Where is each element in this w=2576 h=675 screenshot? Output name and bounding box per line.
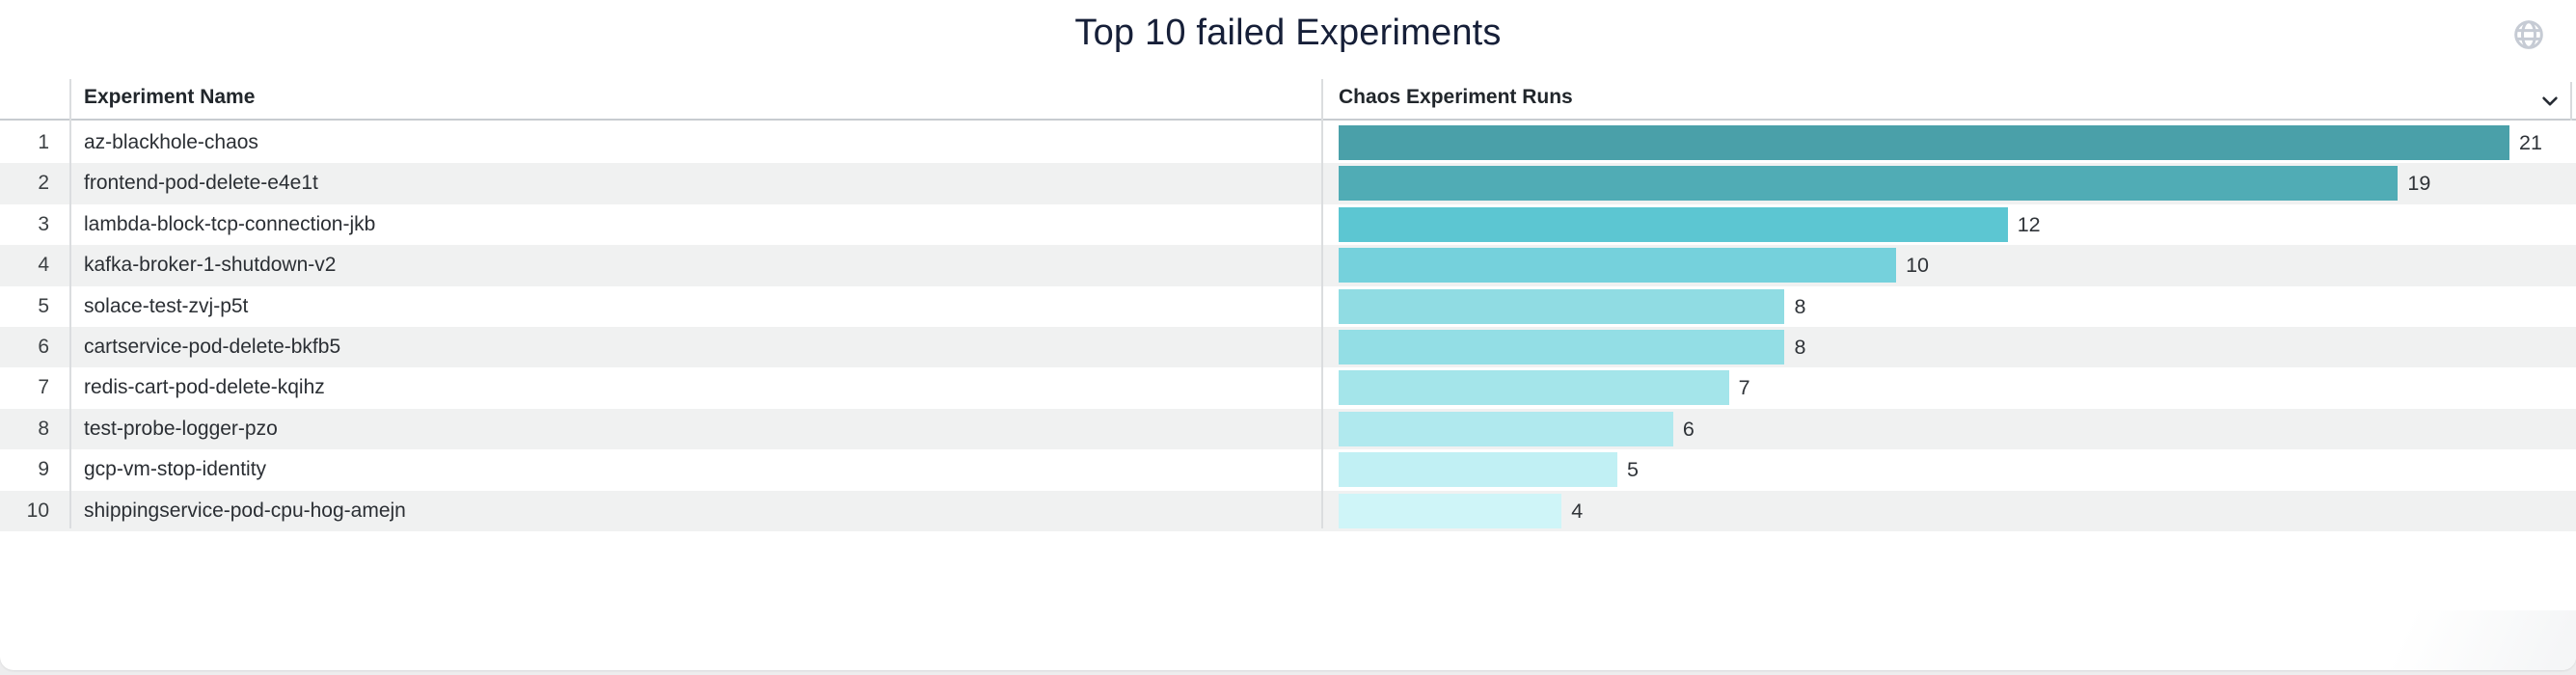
table-row[interactable]: 4 kafka-broker-1-shutdown-v2 10: [0, 245, 2576, 286]
runs-bar-cell[interactable]: 19: [1339, 163, 2576, 203]
chevron-down-icon[interactable]: [2539, 91, 2561, 112]
row-rank: 1: [38, 131, 49, 153]
runs-bar[interactable]: [1339, 493, 1562, 528]
column-divider-index: [69, 79, 71, 528]
experiment-name: cartservice-pod-delete-bkfb5: [84, 335, 341, 358]
runs-value: 4: [1571, 499, 1584, 523]
runs-bar[interactable]: [1339, 206, 2008, 242]
runs-bar-cell[interactable]: 8: [1339, 327, 2576, 367]
runs-value: 19: [2407, 172, 2431, 196]
runs-value: 21: [2519, 131, 2542, 154]
runs-bar[interactable]: [1339, 166, 2399, 202]
table-row[interactable]: 1 az-blackhole-chaos 21: [0, 122, 2576, 163]
table-body: 1 az-blackhole-chaos 21 2 frontend-pod-d…: [0, 122, 2576, 531]
table-row[interactable]: 9 gcp-vm-stop-identity 5: [0, 449, 2576, 490]
row-rank: 8: [38, 417, 49, 440]
header-end-divider: [2570, 82, 2572, 121]
runs-value: 10: [1906, 254, 1930, 278]
runs-bar-cell[interactable]: 6: [1339, 409, 2576, 449]
runs-bar-cell[interactable]: 4: [1339, 491, 2576, 531]
experiment-name: frontend-pod-delete-e4e1t: [84, 172, 318, 195]
table-row[interactable]: 3 lambda-block-tcp-connection-jkb 12: [0, 204, 2576, 245]
row-rank: 5: [38, 294, 49, 317]
experiment-name: redis-cart-pod-delete-kqihz: [84, 376, 325, 399]
table-row[interactable]: 8 test-probe-logger-pzo 6: [0, 408, 2576, 450]
row-rank: 9: [38, 458, 49, 481]
row-rank: 10: [26, 499, 49, 522]
row-rank: 3: [38, 212, 49, 235]
runs-value: 8: [1794, 294, 1806, 318]
table-row[interactable]: 5 solace-test-zvj-p5t 8: [0, 286, 2576, 327]
runs-value: 7: [1738, 376, 1750, 400]
runs-value: 5: [1627, 458, 1640, 482]
experiment-name: test-probe-logger-pzo: [84, 417, 278, 440]
column-header-chaos-experiment-runs[interactable]: Chaos Experiment Runs: [1339, 86, 1573, 108]
runs-bar[interactable]: [1339, 329, 1785, 364]
runs-bar-cell[interactable]: 5: [1339, 449, 2576, 490]
experiment-name: gcp-vm-stop-identity: [84, 458, 267, 481]
table-row[interactable]: 6 cartservice-pod-delete-bkfb5 8: [0, 326, 2576, 368]
runs-bar[interactable]: [1339, 288, 1785, 324]
table-row[interactable]: 10 shippingservice-pod-cpu-hog-amejn 4: [0, 490, 2576, 531]
table-row[interactable]: 2 frontend-pod-delete-e4e1t 19: [0, 163, 2576, 204]
experiment-name: solace-test-zvj-p5t: [84, 294, 249, 317]
row-rank: 6: [38, 335, 49, 358]
bottom-right-sheen: [2287, 610, 2576, 670]
column-divider-runs: [1321, 79, 1323, 528]
runs-bar[interactable]: [1339, 370, 1729, 406]
runs-bar-cell[interactable]: 21: [1339, 122, 2576, 163]
row-rank: 4: [38, 254, 49, 277]
runs-bar-cell[interactable]: 12: [1339, 204, 2576, 245]
runs-value: 8: [1794, 335, 1806, 359]
runs-value: 6: [1682, 417, 1695, 441]
table-header-row: Experiment Name Chaos Experiment Runs: [0, 72, 2576, 121]
column-header-experiment-name[interactable]: Experiment Name: [84, 86, 256, 108]
row-rank: 2: [38, 172, 49, 195]
row-rank: 7: [38, 376, 49, 399]
globe-icon[interactable]: [2512, 18, 2545, 51]
experiment-name: az-blackhole-chaos: [84, 131, 258, 153]
runs-bar-cell[interactable]: 8: [1339, 286, 2576, 327]
runs-bar[interactable]: [1339, 248, 1897, 284]
runs-bar[interactable]: [1339, 452, 1618, 488]
runs-bar-cell[interactable]: 7: [1339, 367, 2576, 408]
runs-bar[interactable]: [1339, 411, 1673, 446]
table-row[interactable]: 7 redis-cart-pod-delete-kqihz 7: [0, 367, 2576, 408]
runs-bar[interactable]: [1339, 125, 2509, 160]
experiment-name: lambda-block-tcp-connection-jkb: [84, 212, 376, 235]
runs-bar-cell[interactable]: 10: [1339, 245, 2576, 285]
chart-title: Top 10 failed Experiments: [1074, 13, 1502, 53]
experiment-name: shippingservice-pod-cpu-hog-amejn: [84, 499, 406, 522]
runs-value: 12: [2017, 212, 2041, 236]
experiment-name: kafka-broker-1-shutdown-v2: [84, 254, 337, 277]
